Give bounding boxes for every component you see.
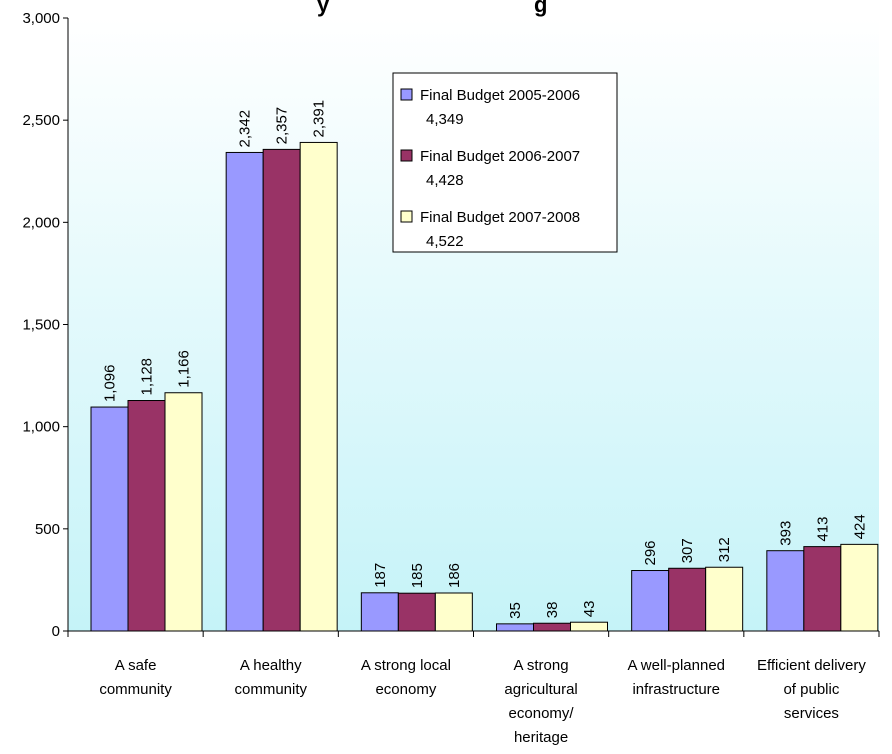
- data-label: 1,166: [176, 350, 193, 388]
- data-label: 2,391: [311, 100, 328, 138]
- legend-swatch: [400, 149, 413, 162]
- data-label: 2,342: [237, 110, 254, 148]
- y-tick-label: 2,000: [22, 214, 60, 231]
- category-label: Efficient delivery: [757, 657, 866, 674]
- data-label: 393: [777, 521, 794, 546]
- category-label: agricultural: [504, 681, 577, 698]
- y-tick-label: 0: [52, 623, 60, 640]
- category-label: community: [234, 681, 307, 698]
- bar: [496, 623, 534, 632]
- category-label: heritage: [514, 729, 568, 746]
- category-label: A healthy: [240, 657, 302, 674]
- data-label: 1,096: [102, 365, 119, 403]
- data-label: 307: [679, 538, 696, 563]
- legend-swatch: [400, 210, 413, 223]
- bar: [631, 570, 670, 632]
- bar: [766, 550, 805, 632]
- category-label: services: [784, 705, 839, 722]
- bar: [397, 592, 436, 632]
- data-label: 1,128: [139, 358, 156, 396]
- legend-series-total: 4,522: [426, 233, 464, 250]
- legend-swatch: [400, 88, 413, 101]
- category-label: economy/: [509, 705, 575, 722]
- title-fragment: y: [317, 0, 330, 17]
- bar: [840, 543, 879, 632]
- bar: [705, 566, 744, 632]
- category-label: A well-planned: [627, 657, 725, 674]
- bar: [434, 592, 473, 632]
- data-label: 35: [507, 602, 524, 619]
- category-label: community: [99, 681, 172, 698]
- legend-series-total: 4,349: [426, 111, 464, 128]
- category-labels: A safe community A healthy community A stron…: [99, 657, 866, 746]
- legend-box: [392, 72, 618, 253]
- y-tick-label: 3,000: [22, 10, 60, 27]
- bar: [127, 400, 166, 632]
- bar: [570, 621, 608, 632]
- data-labels: 1,096 2,342 187 35 296 393 1,128 2,357 185 38 307 4…: [102, 100, 869, 619]
- bar: [90, 406, 129, 632]
- legend-series-name: Final Budget 2006-2007: [420, 148, 580, 165]
- bar: [533, 622, 571, 632]
- bar: [360, 592, 399, 632]
- y-tick-label: 2,500: [22, 112, 60, 129]
- bar: [164, 392, 203, 632]
- title-fragment: g: [534, 0, 547, 17]
- category-label: of public: [783, 681, 839, 698]
- legend-series-total: 4,428: [426, 172, 464, 189]
- data-label: 413: [814, 517, 831, 542]
- legend: Final Budget 2005-2006 4,349 Final Budget …: [392, 72, 618, 253]
- y-tick-label: 1,500: [22, 317, 60, 334]
- bar: [225, 151, 264, 632]
- bars: [90, 141, 879, 632]
- legend-series-name: Final Budget 2005-2006: [420, 87, 580, 104]
- data-label: 424: [851, 514, 868, 539]
- data-label: 185: [409, 563, 426, 588]
- data-label: 186: [446, 563, 463, 588]
- y-tick-label: 500: [35, 521, 60, 538]
- bar: [262, 148, 301, 632]
- data-label: 296: [642, 540, 659, 565]
- bar: [668, 567, 707, 632]
- category-label: A safe: [115, 657, 157, 674]
- category-label: infrastructure: [632, 681, 720, 698]
- category-label: A strong: [514, 657, 569, 674]
- bar: [803, 546, 842, 632]
- axes: 0 500 1,000 1,500 2,000 2,500 3,000: [22, 10, 880, 640]
- data-label: 312: [716, 537, 733, 562]
- category-label: economy: [375, 681, 436, 698]
- y-tick-label: 1,000: [22, 419, 60, 436]
- data-label: 43: [581, 601, 598, 618]
- data-label: 187: [372, 563, 389, 588]
- legend-series-name: Final Budget 2007-2008: [420, 209, 580, 226]
- data-label: 2,357: [274, 107, 291, 145]
- category-label: A strong local: [361, 657, 451, 674]
- data-label: 38: [544, 602, 561, 619]
- bar: [299, 141, 338, 632]
